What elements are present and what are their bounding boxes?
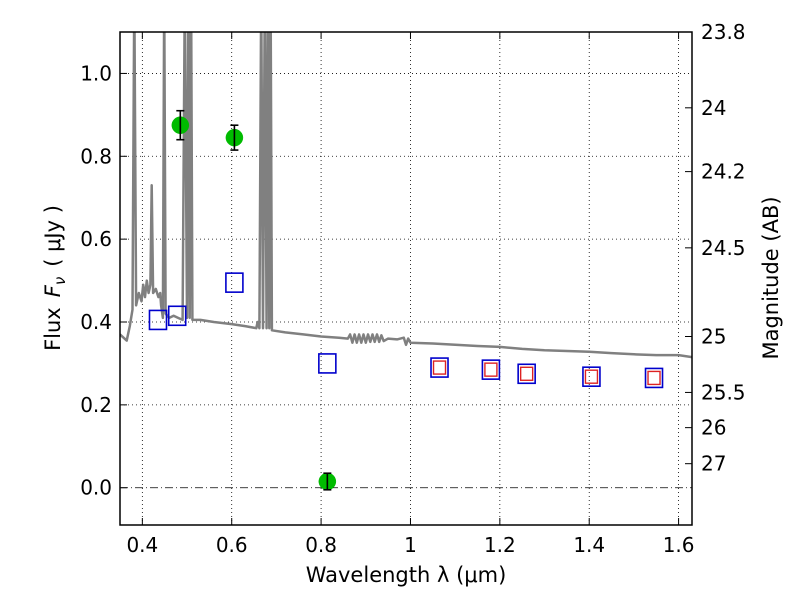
model-red-square — [519, 366, 534, 381]
y-tick-label: 0.8 — [80, 144, 112, 168]
x-tick-label: 1 — [404, 533, 417, 557]
y-axis-title: Flux Fν ( μJy ) — [41, 205, 69, 351]
x-tick-label: 1.2 — [484, 533, 516, 557]
y2-tick-label: 24 — [701, 96, 726, 120]
sed-model-line — [120, 32, 692, 359]
x-tick-label: 0.8 — [305, 533, 337, 557]
y2-axis-title: Magnitude (AB) — [759, 196, 783, 359]
x-tick-label: 0.4 — [126, 533, 158, 557]
y2-tick-label: 26 — [701, 416, 726, 440]
model-red-square — [647, 370, 661, 386]
y-tick-label: 1.0 — [80, 61, 112, 85]
y-tick-label: 0.6 — [80, 227, 112, 251]
y2-tick-label: 23.8 — [701, 20, 746, 44]
model-blue-square — [148, 309, 168, 331]
plot-area — [120, 32, 692, 491]
y-tick-label: 0.0 — [80, 476, 112, 500]
y2-tick-label: 25.5 — [701, 380, 746, 404]
axis-ticks: 0.4 0.6 0.8 1 1.2 1.4 1.6 0.0 0.2 0.4 0.6 0.8 1.0 23.… — [80, 20, 745, 557]
x-tick-label: 0.6 — [216, 533, 248, 557]
y-tick-label: 0.4 — [80, 310, 112, 334]
x-tick-label: 1.6 — [663, 533, 695, 557]
grid — [120, 32, 692, 525]
model-blue-square — [582, 366, 601, 387]
y2-tick-label: 25 — [701, 325, 726, 349]
model-blue-square — [318, 353, 337, 374]
model-blue-square — [481, 359, 501, 380]
y-axis-title-unit: ( μJy ) — [41, 205, 65, 267]
model-blue-square — [644, 367, 664, 389]
y-tick-label: 0.2 — [80, 393, 112, 417]
plot-frame — [119, 31, 693, 526]
model-blue-square — [225, 272, 244, 293]
y2-tick-label: 27 — [701, 452, 726, 476]
y2-tick-label: 24.5 — [701, 236, 746, 260]
model-red-square — [432, 360, 447, 375]
model-red-square — [484, 362, 498, 377]
model-red-square — [584, 369, 599, 384]
x-axis-title: Wavelength λ (μm) — [306, 563, 507, 587]
y-axis-title-flux: Flux — [41, 307, 65, 351]
x-tick-label: 1.4 — [573, 533, 605, 557]
y-axis-title-f: F — [41, 284, 65, 297]
model-blue-square — [430, 357, 449, 378]
model-blue-square — [517, 363, 536, 385]
model-blue-square — [167, 305, 187, 327]
y-axis-title-nu: ν — [51, 277, 69, 285]
y2-tick-label: 24.2 — [701, 160, 746, 184]
